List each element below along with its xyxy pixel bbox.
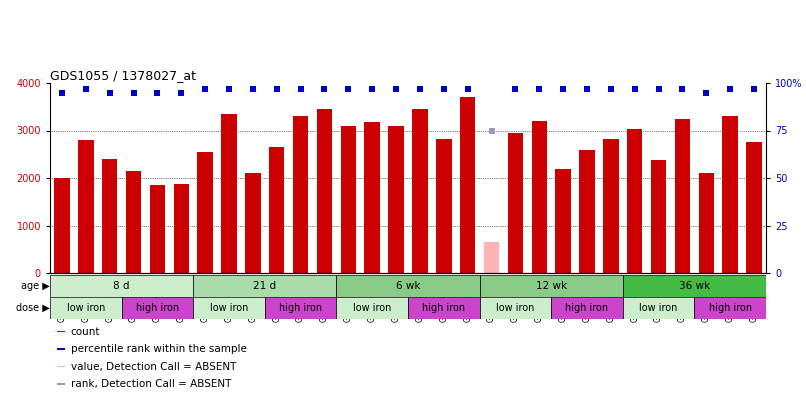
Bar — [460, 97, 476, 273]
Text: high iron: high iron — [136, 303, 179, 313]
Bar — [78, 140, 93, 273]
Text: age ▶: age ▶ — [21, 281, 50, 291]
Bar — [388, 126, 404, 273]
Bar — [336, 275, 480, 297]
Bar — [722, 116, 738, 273]
Text: 21 d: 21 d — [253, 281, 276, 291]
Bar — [408, 297, 480, 319]
Bar — [50, 275, 193, 297]
Bar — [269, 147, 285, 273]
Bar — [317, 109, 332, 273]
Text: high iron: high iron — [279, 303, 322, 313]
Text: dose ▶: dose ▶ — [16, 303, 50, 313]
Bar — [336, 297, 408, 319]
Bar — [364, 122, 380, 273]
Bar — [484, 242, 499, 273]
Text: low iron: low iron — [353, 303, 392, 313]
Bar — [412, 109, 428, 273]
Bar — [193, 275, 336, 297]
Bar — [54, 178, 69, 273]
Bar — [265, 297, 336, 319]
Bar — [695, 297, 766, 319]
Bar — [221, 114, 237, 273]
Bar — [480, 297, 551, 319]
Bar — [555, 169, 571, 273]
Text: low iron: low iron — [639, 303, 678, 313]
Bar — [193, 297, 265, 319]
Text: low iron: low iron — [67, 303, 105, 313]
Text: high iron: high iron — [566, 303, 609, 313]
Text: rank, Detection Call = ABSENT: rank, Detection Call = ABSENT — [71, 379, 231, 389]
Bar — [480, 275, 623, 297]
Bar — [623, 297, 695, 319]
Bar — [126, 171, 141, 273]
Bar — [341, 126, 356, 273]
Bar — [746, 143, 762, 273]
Bar — [675, 119, 690, 273]
Bar — [603, 139, 619, 273]
Text: 8 d: 8 d — [114, 281, 130, 291]
Bar — [102, 159, 118, 273]
Bar — [150, 185, 165, 273]
Bar — [245, 173, 260, 273]
Text: 12 wk: 12 wk — [536, 281, 567, 291]
Bar — [580, 149, 595, 273]
Text: percentile rank within the sample: percentile rank within the sample — [71, 344, 247, 354]
Text: low iron: low iron — [210, 303, 248, 313]
Bar — [436, 139, 451, 273]
Bar — [699, 173, 714, 273]
Bar — [197, 152, 213, 273]
Bar — [173, 184, 189, 273]
Bar — [122, 297, 193, 319]
Bar — [508, 133, 523, 273]
Text: high iron: high iron — [422, 303, 465, 313]
Bar — [57, 348, 65, 350]
Text: low iron: low iron — [496, 303, 534, 313]
Bar — [57, 384, 65, 385]
Text: GDS1055 / 1378027_at: GDS1055 / 1378027_at — [50, 69, 196, 82]
Bar — [623, 275, 766, 297]
Text: value, Detection Call = ABSENT: value, Detection Call = ABSENT — [71, 362, 236, 372]
Bar — [650, 160, 667, 273]
Text: high iron: high iron — [708, 303, 752, 313]
Text: 6 wk: 6 wk — [396, 281, 420, 291]
Bar — [627, 129, 642, 273]
Bar — [531, 121, 547, 273]
Bar — [551, 297, 623, 319]
Bar — [57, 366, 65, 367]
Text: count: count — [71, 326, 100, 337]
Bar — [293, 116, 309, 273]
Bar — [50, 297, 122, 319]
Text: 36 wk: 36 wk — [679, 281, 710, 291]
Bar — [57, 331, 65, 332]
